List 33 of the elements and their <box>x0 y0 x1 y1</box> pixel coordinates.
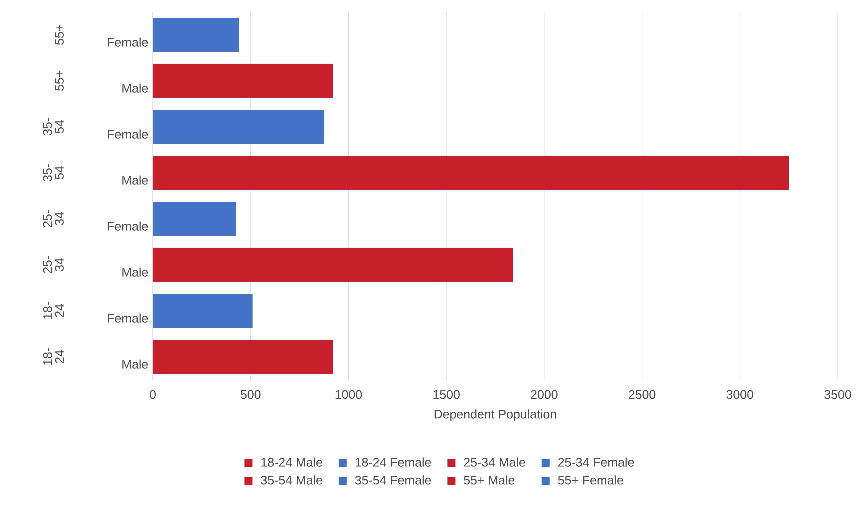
y-tick-label: Male <box>122 84 148 93</box>
text: 25-34 <box>43 256 64 274</box>
legend-label: 55+ Male <box>464 476 515 485</box>
y-tick-label: Female <box>108 222 148 231</box>
x-tick-label: 1000 <box>336 390 362 400</box>
text: 18-24 <box>43 302 64 319</box>
x-tick-label: 2500 <box>629 390 656 400</box>
y-tick-label: Male <box>122 176 148 185</box>
text: 35-54 <box>43 118 64 136</box>
text: 18-24 <box>43 348 64 365</box>
y-tick-label: Female <box>108 38 148 47</box>
legend-label: 35-54 Female <box>355 476 432 485</box>
legend-label: 18-24 Male <box>262 458 322 467</box>
legend-label: 18-24 Female <box>356 458 432 467</box>
x-axis-title: Dependent Population <box>434 410 556 422</box>
x-tick-label: 500 <box>240 390 261 400</box>
legend-label: 35-54 Male <box>261 476 322 485</box>
legend-label: 25-34 Male <box>464 458 526 467</box>
text: 55+ <box>55 71 64 92</box>
legend-label: 25-34 Female <box>558 458 634 467</box>
x-tick-label: 2000 <box>531 390 558 400</box>
y-tick-label: Female <box>108 314 148 323</box>
x-tick-label: 3500 <box>824 390 852 400</box>
text: 25-34 <box>43 210 64 228</box>
legend-label: 55+ Female <box>558 476 624 485</box>
y-tick-label: Male <box>122 360 148 369</box>
y-tick-label: Male <box>122 268 148 277</box>
text: 55+ <box>55 25 64 46</box>
y-tick-label: Female <box>108 130 148 139</box>
text: 35-54 <box>43 164 64 182</box>
x-tick-label: 1500 <box>434 390 460 400</box>
x-tick-label: 0 <box>150 390 156 400</box>
x-tick-label: 3000 <box>726 390 754 400</box>
